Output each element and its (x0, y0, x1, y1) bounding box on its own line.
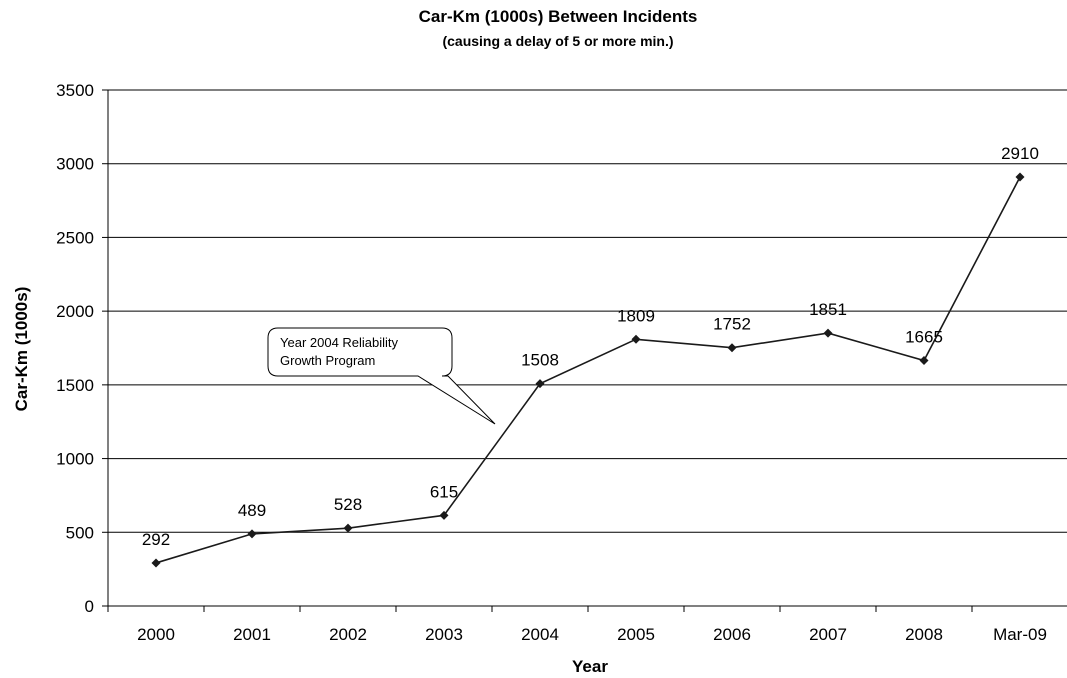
x-tick-label-2002: 2002 (329, 625, 367, 644)
data-point-2007 (823, 328, 833, 338)
x-tick-label-2004: 2004 (521, 625, 559, 644)
y-tick-label-1500: 1500 (56, 376, 94, 395)
x-tick-label-Mar-09: Mar-09 (993, 625, 1047, 644)
y-axis-title: Car-Km (1000s) (12, 287, 31, 412)
x-tick-label-2006: 2006 (713, 625, 751, 644)
y-tick-label-3500: 3500 (56, 81, 94, 100)
annotation-callout: Year 2004 Reliability Growth Program (267, 327, 496, 425)
x-tick-label-2003: 2003 (425, 625, 463, 644)
y-tick-label-2000: 2000 (56, 302, 94, 321)
x-tick-label-2001: 2001 (233, 625, 271, 644)
data-point-2008 (919, 356, 929, 366)
data-label-2002: 528 (334, 495, 362, 514)
data-label-2000: 292 (142, 530, 170, 549)
y-tick-label-2500: 2500 (56, 228, 94, 247)
data-label-2004: 1508 (521, 351, 559, 370)
data-label-2008: 1665 (905, 328, 943, 347)
x-axis-title: Year (572, 657, 608, 676)
gridlines (108, 89, 1067, 533)
callout-text-line-2: Growth Program (280, 353, 375, 368)
data-point-2006 (727, 343, 737, 353)
data-point-2004 (535, 379, 545, 389)
callout-bubble (267, 327, 496, 425)
y-tick-label-0: 0 (85, 597, 94, 616)
data-label-2001: 489 (238, 501, 266, 520)
series (151, 172, 1025, 568)
x-tick-label-2008: 2008 (905, 625, 943, 644)
series-line (155, 176, 1021, 564)
data-point-2000 (151, 558, 161, 568)
y-tick-label-1000: 1000 (56, 450, 94, 469)
y-tick-label-3000: 3000 (56, 155, 94, 174)
data-point-2005 (631, 334, 641, 344)
callout-text-line-1: Year 2004 Reliability (280, 335, 399, 350)
axes (102, 89, 1067, 612)
data-label-Mar-09: 2910 (1001, 144, 1039, 163)
y-tick-label-500: 500 (66, 523, 94, 542)
y-tick-labels: 0 500 1000 1500 2000 2500 3000 3500 (56, 81, 94, 616)
data-label-2005: 1809 (617, 306, 655, 325)
data-point-2003 (439, 510, 449, 520)
x-tick-label-2000: 2000 (137, 625, 175, 644)
data-label-2006: 1752 (713, 315, 751, 334)
data-label-2007: 1851 (809, 300, 847, 319)
data-label-2003: 615 (430, 482, 458, 501)
chart-title: Car-Km (1000s) Between Incidents (419, 7, 698, 26)
data-labels: 292 489 528 615 1508 1809 1752 1851 1665 2910 (142, 144, 1039, 549)
data-point-2002 (343, 523, 353, 533)
x-tick-label-2007: 2007 (809, 625, 847, 644)
data-point-2001 (247, 529, 257, 539)
data-point-Mar-09 (1015, 172, 1025, 182)
x-tick-labels: 2000 2001 2002 2003 2004 2005 2006 2007 2008 Mar-… (137, 625, 1047, 644)
x-tick-label-2005: 2005 (617, 625, 655, 644)
chart-subtitle: (causing a delay of 5 or more min.) (442, 33, 673, 49)
